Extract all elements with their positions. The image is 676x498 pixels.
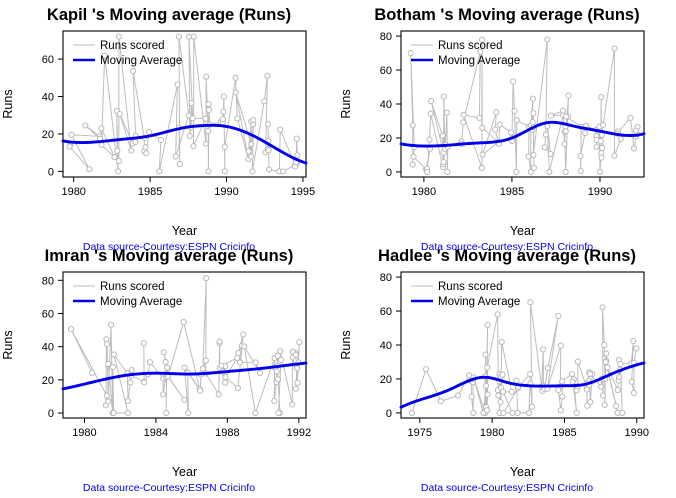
svg-text:40: 40 [380, 340, 392, 352]
svg-text:Data source-Courtesy:ESPN Cric: Data source-Courtesy:ESPN Cricinfo [421, 482, 593, 494]
svg-text:1995: 1995 [291, 186, 315, 198]
svg-text:60: 60 [42, 308, 54, 320]
svg-text:Kapil 's Moving average (Runs): Kapil 's Moving average (Runs) [47, 6, 291, 24]
svg-text:Runs: Runs [1, 330, 15, 359]
svg-text:80: 80 [42, 275, 54, 287]
svg-text:40: 40 [42, 92, 54, 104]
svg-text:1985: 1985 [500, 186, 524, 198]
svg-text:0: 0 [386, 167, 392, 179]
svg-text:1990: 1990 [214, 186, 238, 198]
svg-text:20: 20 [380, 133, 392, 145]
svg-text:Moving Average: Moving Average [438, 296, 520, 308]
svg-text:1985: 1985 [552, 427, 576, 439]
svg-text:Year: Year [510, 224, 535, 238]
svg-text:1980: 1980 [61, 186, 85, 198]
svg-text:Data source-Courtesy:ESPN Cric: Data source-Courtesy:ESPN Cricinfo [83, 482, 255, 494]
svg-text:1990: 1990 [588, 186, 612, 198]
svg-text:Moving Average: Moving Average [100, 55, 182, 67]
svg-text:Imran 's Moving average (Runs): Imran 's Moving average (Runs) [45, 247, 294, 265]
svg-text:0: 0 [386, 408, 392, 420]
svg-text:1984: 1984 [144, 427, 168, 439]
svg-text:Year: Year [172, 224, 197, 238]
svg-text:1980: 1980 [480, 427, 504, 439]
svg-text:0: 0 [48, 408, 54, 420]
svg-text:20: 20 [380, 374, 392, 386]
svg-text:80: 80 [380, 31, 392, 43]
svg-text:80: 80 [380, 272, 392, 284]
svg-text:1975: 1975 [408, 427, 432, 439]
svg-text:60: 60 [42, 54, 54, 66]
svg-text:Runs: Runs [1, 89, 15, 118]
svg-text:40: 40 [42, 342, 54, 354]
svg-text:Runs: Runs [339, 330, 353, 359]
svg-text:60: 60 [380, 306, 392, 318]
svg-text:1992: 1992 [287, 427, 311, 439]
svg-text:Runs scored: Runs scored [438, 40, 503, 52]
svg-text:60: 60 [380, 65, 392, 77]
svg-text:Runs scored: Runs scored [100, 40, 165, 52]
svg-text:Moving Average: Moving Average [438, 55, 520, 67]
svg-text:0: 0 [48, 166, 54, 178]
svg-text:Runs: Runs [339, 89, 353, 118]
svg-text:1985: 1985 [138, 186, 162, 198]
svg-text:1980: 1980 [72, 427, 96, 439]
svg-text:1980: 1980 [412, 186, 436, 198]
svg-text:Year: Year [172, 465, 197, 479]
svg-text:1990: 1990 [625, 427, 649, 439]
svg-text:Year: Year [510, 465, 535, 479]
svg-text:1988: 1988 [215, 427, 239, 439]
svg-text:Runs scored: Runs scored [100, 281, 165, 293]
svg-text:Botham 's Moving average (Runs: Botham 's Moving average (Runs) [374, 6, 639, 24]
svg-text:Runs scored: Runs scored [438, 281, 503, 293]
svg-text:40: 40 [380, 99, 392, 111]
svg-text:Hadlee 's Moving average (Runs: Hadlee 's Moving average (Runs) [378, 247, 636, 265]
svg-text:Moving Average: Moving Average [100, 296, 182, 308]
svg-text:20: 20 [42, 375, 54, 387]
svg-text:20: 20 [42, 129, 54, 141]
